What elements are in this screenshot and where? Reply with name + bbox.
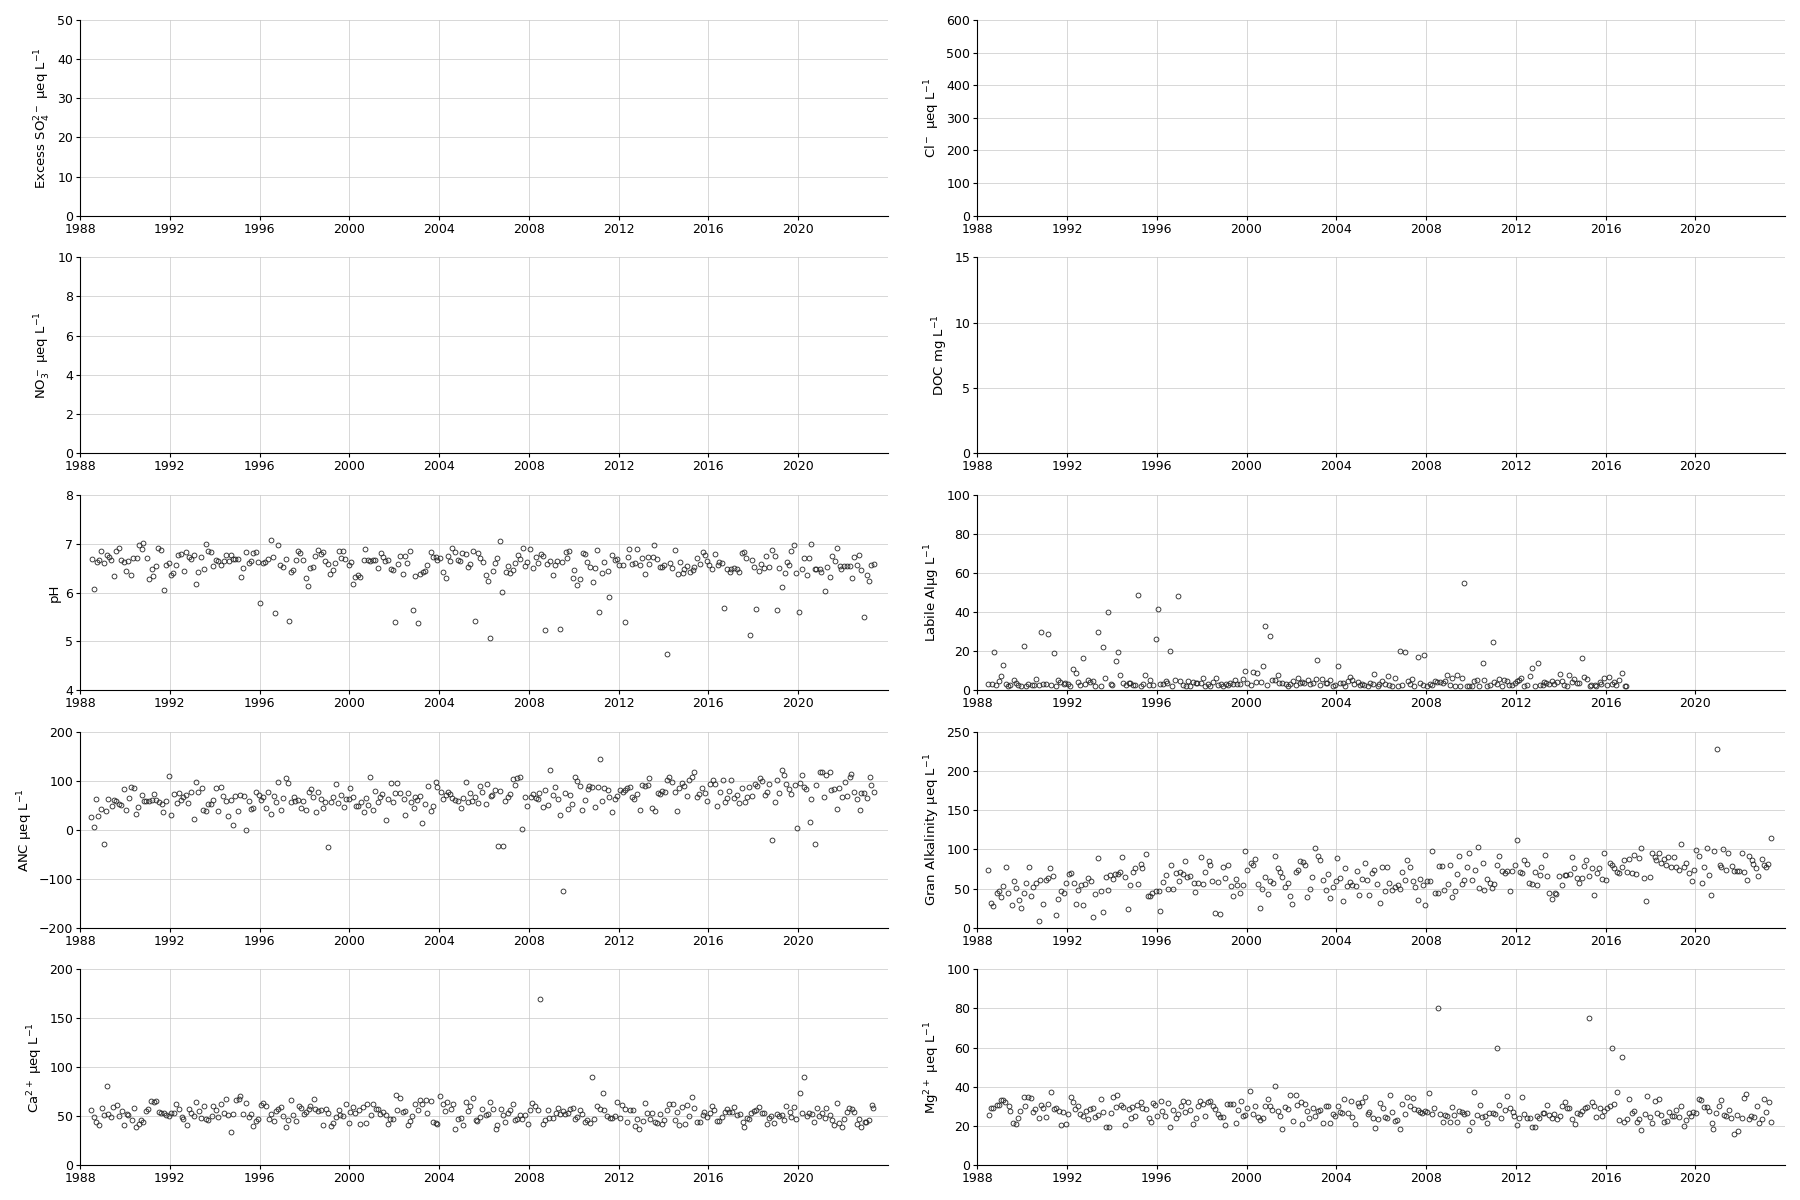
Y-axis label: pH: pH — [49, 583, 61, 601]
Y-axis label: ANC μeq L$^{-1}$: ANC μeq L$^{-1}$ — [14, 788, 34, 872]
Y-axis label: Mg$^{2+}$ μeq L$^{-1}$: Mg$^{2+}$ μeq L$^{-1}$ — [923, 1020, 941, 1114]
Y-axis label: Labile Alμg L$^{-1}$: Labile Alμg L$^{-1}$ — [923, 542, 941, 642]
Y-axis label: Cl$^-$ μeq L$^{-1}$: Cl$^-$ μeq L$^{-1}$ — [923, 78, 941, 158]
Y-axis label: NO$_3^-$ μeq L$^{-1}$: NO$_3^-$ μeq L$^{-1}$ — [32, 311, 54, 400]
Y-axis label: Excess SO$_4^{2-}$ μeq L$^{-1}$: Excess SO$_4^{2-}$ μeq L$^{-1}$ — [32, 47, 52, 188]
Y-axis label: Gran Alkalinity μeq L$^{-1}$: Gran Alkalinity μeq L$^{-1}$ — [923, 754, 941, 906]
Y-axis label: DOC mg L$^{-1}$: DOC mg L$^{-1}$ — [931, 314, 950, 396]
Y-axis label: Ca$^{2+}$ μeq L$^{-1}$: Ca$^{2+}$ μeq L$^{-1}$ — [25, 1021, 45, 1112]
